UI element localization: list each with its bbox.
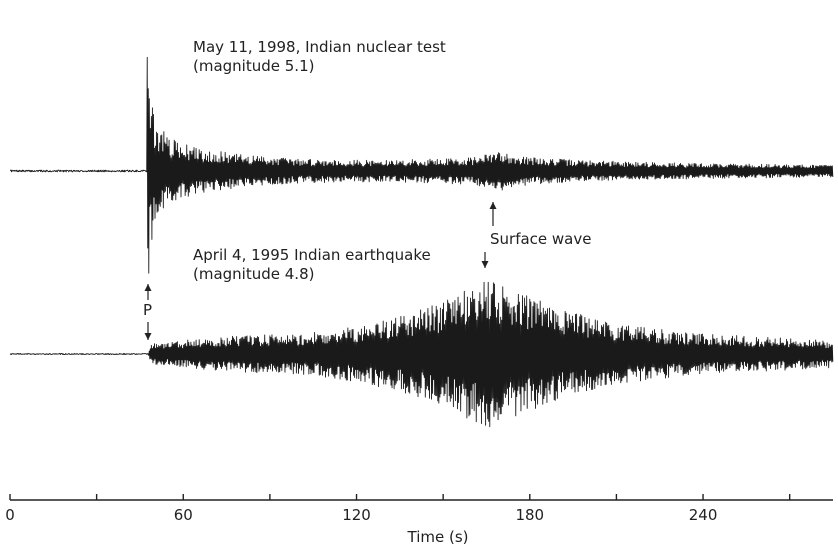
p-wave-label: P xyxy=(143,301,153,319)
x-tick-label-60: 60 xyxy=(173,506,193,524)
annotation-arrows xyxy=(144,202,497,340)
nuclear-test-label-line1: May 11, 1998, Indian nuclear test xyxy=(193,38,446,56)
x-tick-label-120: 120 xyxy=(342,506,371,524)
p-wave-arrow-up xyxy=(144,284,152,300)
earthquake-label-line2: (magnitude 4.8) xyxy=(193,265,315,283)
x-axis-label: Time (s) xyxy=(407,528,469,546)
x-tick-label-0: 0 xyxy=(5,506,15,524)
x-tick-label-180: 180 xyxy=(515,506,545,524)
nuclear-test-label: May 11, 1998, Indian nuclear test (magni… xyxy=(193,38,446,76)
surface-wave-label: Surface wave xyxy=(490,230,592,248)
earthquake-trace xyxy=(9,281,834,428)
earthquake-label: April 4, 1995 Indian earthquake (magnitu… xyxy=(193,246,431,284)
trace-group xyxy=(9,56,834,428)
x-tick-label-240: 240 xyxy=(688,506,718,524)
nuclear-test-label-line2: (magnitude 5.1) xyxy=(193,57,315,75)
earthquake-label-line1: April 4, 1995 Indian earthquake xyxy=(193,246,431,264)
x-axis xyxy=(9,494,833,501)
p-wave-arrow-down xyxy=(144,322,152,340)
surface-wave-arrow-down xyxy=(481,252,489,268)
surface-wave-arrow-up xyxy=(489,202,497,226)
nuclear-test-trace xyxy=(9,56,834,274)
